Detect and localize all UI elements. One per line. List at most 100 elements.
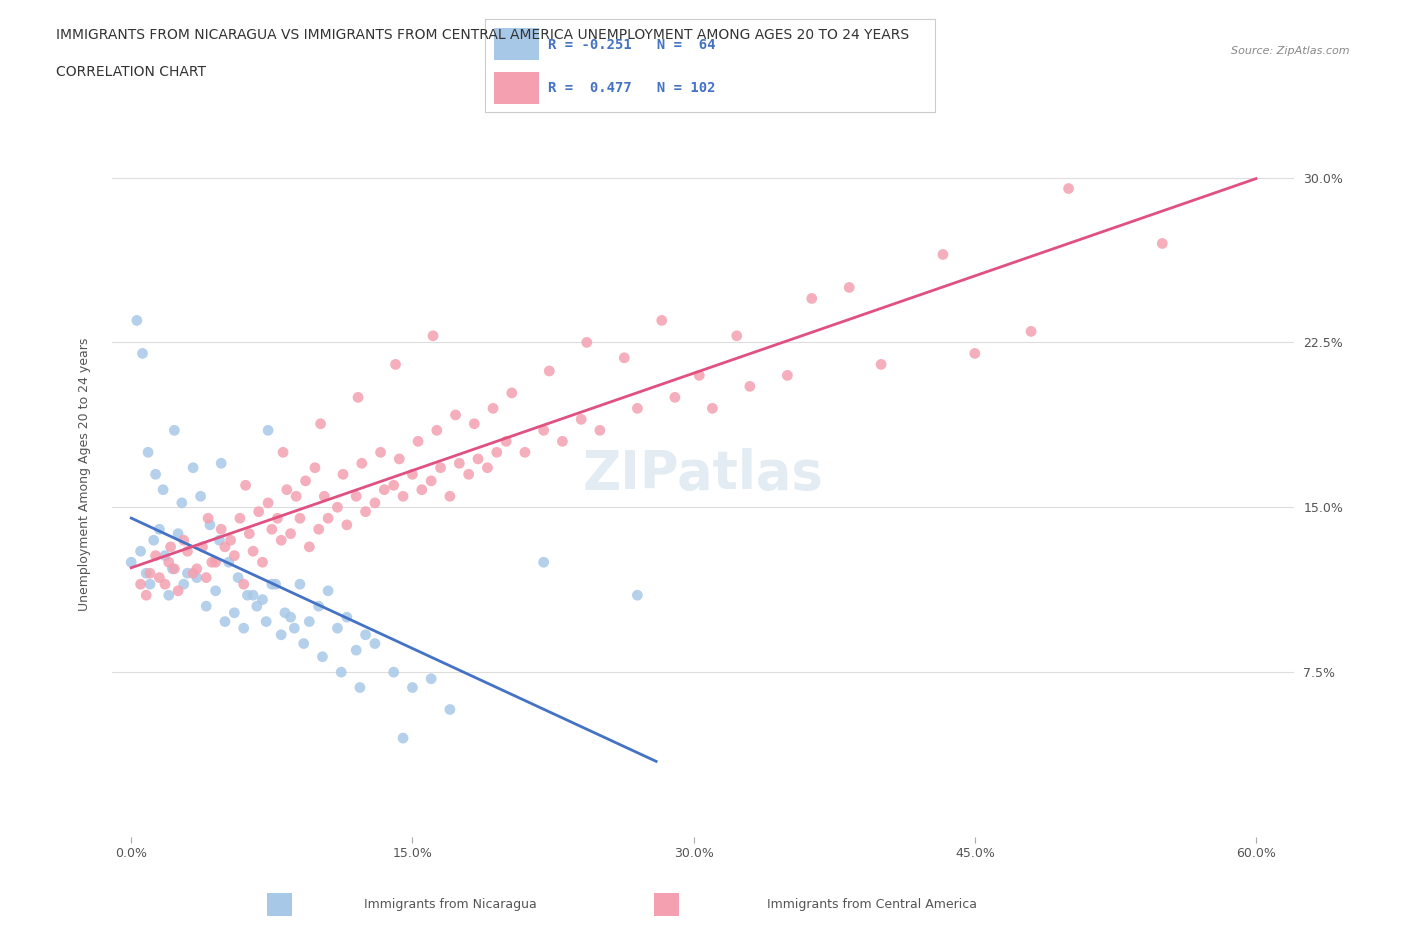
Point bbox=[336, 610, 359, 625]
Point bbox=[664, 390, 686, 405]
Point bbox=[482, 401, 505, 416]
Point bbox=[246, 599, 269, 614]
Point bbox=[136, 445, 159, 459]
Point bbox=[422, 328, 444, 343]
Point bbox=[163, 423, 186, 438]
Point bbox=[173, 577, 195, 591]
FancyBboxPatch shape bbox=[494, 28, 538, 60]
Point bbox=[401, 680, 423, 695]
Point bbox=[142, 533, 165, 548]
Point bbox=[294, 473, 316, 488]
Point bbox=[190, 489, 212, 504]
Point bbox=[613, 351, 636, 365]
Point bbox=[298, 614, 321, 629]
Point bbox=[444, 407, 467, 422]
Point bbox=[364, 636, 387, 651]
Point bbox=[288, 511, 311, 525]
Point bbox=[702, 401, 724, 416]
Point bbox=[159, 539, 181, 554]
Point bbox=[439, 702, 461, 717]
Point bbox=[349, 680, 371, 695]
Point bbox=[257, 496, 280, 511]
Point bbox=[201, 555, 224, 570]
Point bbox=[326, 620, 349, 635]
Point bbox=[148, 522, 170, 537]
Point bbox=[304, 460, 326, 475]
Point bbox=[316, 511, 339, 525]
Point bbox=[382, 665, 405, 680]
Point bbox=[347, 390, 370, 405]
Point bbox=[401, 467, 423, 482]
Point bbox=[198, 517, 221, 532]
Point bbox=[173, 533, 195, 548]
Point bbox=[932, 247, 955, 262]
Point bbox=[145, 548, 167, 563]
Point bbox=[513, 445, 536, 459]
Point bbox=[738, 379, 761, 393]
Point bbox=[963, 346, 986, 361]
Point bbox=[420, 473, 443, 488]
Point bbox=[575, 335, 598, 350]
Point bbox=[485, 445, 508, 459]
Point bbox=[247, 504, 270, 519]
Point bbox=[167, 526, 190, 541]
Point bbox=[838, 280, 860, 295]
Point bbox=[626, 401, 648, 416]
Point bbox=[226, 570, 249, 585]
Point bbox=[214, 539, 236, 554]
Point bbox=[344, 489, 367, 504]
Text: Immigrants from Nicaragua: Immigrants from Nicaragua bbox=[364, 898, 536, 911]
Point bbox=[242, 544, 264, 559]
Point bbox=[181, 460, 204, 475]
Point bbox=[135, 588, 157, 603]
Point bbox=[232, 620, 254, 635]
Point bbox=[330, 665, 353, 680]
Point bbox=[219, 533, 242, 548]
Point bbox=[270, 628, 292, 643]
Point bbox=[186, 570, 208, 585]
Point bbox=[186, 562, 208, 577]
Point bbox=[209, 522, 232, 537]
Point bbox=[139, 565, 162, 580]
Point bbox=[388, 451, 411, 466]
Point bbox=[224, 605, 246, 620]
Point bbox=[725, 328, 748, 343]
Point bbox=[129, 544, 152, 559]
Point bbox=[314, 489, 336, 504]
Point bbox=[135, 565, 157, 580]
Point bbox=[406, 434, 429, 449]
Point bbox=[429, 460, 451, 475]
Point bbox=[392, 489, 415, 504]
Point bbox=[533, 555, 555, 570]
Point bbox=[229, 511, 252, 525]
Point bbox=[463, 417, 485, 432]
Point bbox=[298, 539, 321, 554]
Point bbox=[651, 313, 673, 328]
Point bbox=[354, 628, 377, 643]
Point bbox=[148, 570, 170, 585]
Point bbox=[373, 483, 395, 498]
Point bbox=[1019, 324, 1042, 339]
Text: IMMIGRANTS FROM NICARAGUA VS IMMIGRANTS FROM CENTRAL AMERICA UNEMPLOYMENT AMONG : IMMIGRANTS FROM NICARAGUA VS IMMIGRANTS … bbox=[56, 28, 910, 42]
Point bbox=[238, 526, 260, 541]
Point bbox=[326, 499, 349, 514]
Point bbox=[254, 614, 277, 629]
Point bbox=[776, 368, 799, 383]
FancyBboxPatch shape bbox=[494, 72, 538, 104]
Point bbox=[538, 364, 561, 379]
Point bbox=[270, 533, 292, 548]
Point bbox=[266, 511, 288, 525]
Point bbox=[162, 562, 184, 577]
Point bbox=[170, 496, 193, 511]
Point bbox=[382, 478, 405, 493]
Point bbox=[260, 522, 283, 537]
Point bbox=[370, 445, 392, 459]
Point bbox=[533, 423, 555, 438]
Point bbox=[350, 456, 373, 471]
Point bbox=[204, 583, 226, 598]
Point bbox=[163, 562, 186, 577]
Point bbox=[569, 412, 592, 427]
Point bbox=[252, 555, 274, 570]
Text: ZIPatlas: ZIPatlas bbox=[582, 448, 824, 500]
Point bbox=[411, 483, 433, 498]
